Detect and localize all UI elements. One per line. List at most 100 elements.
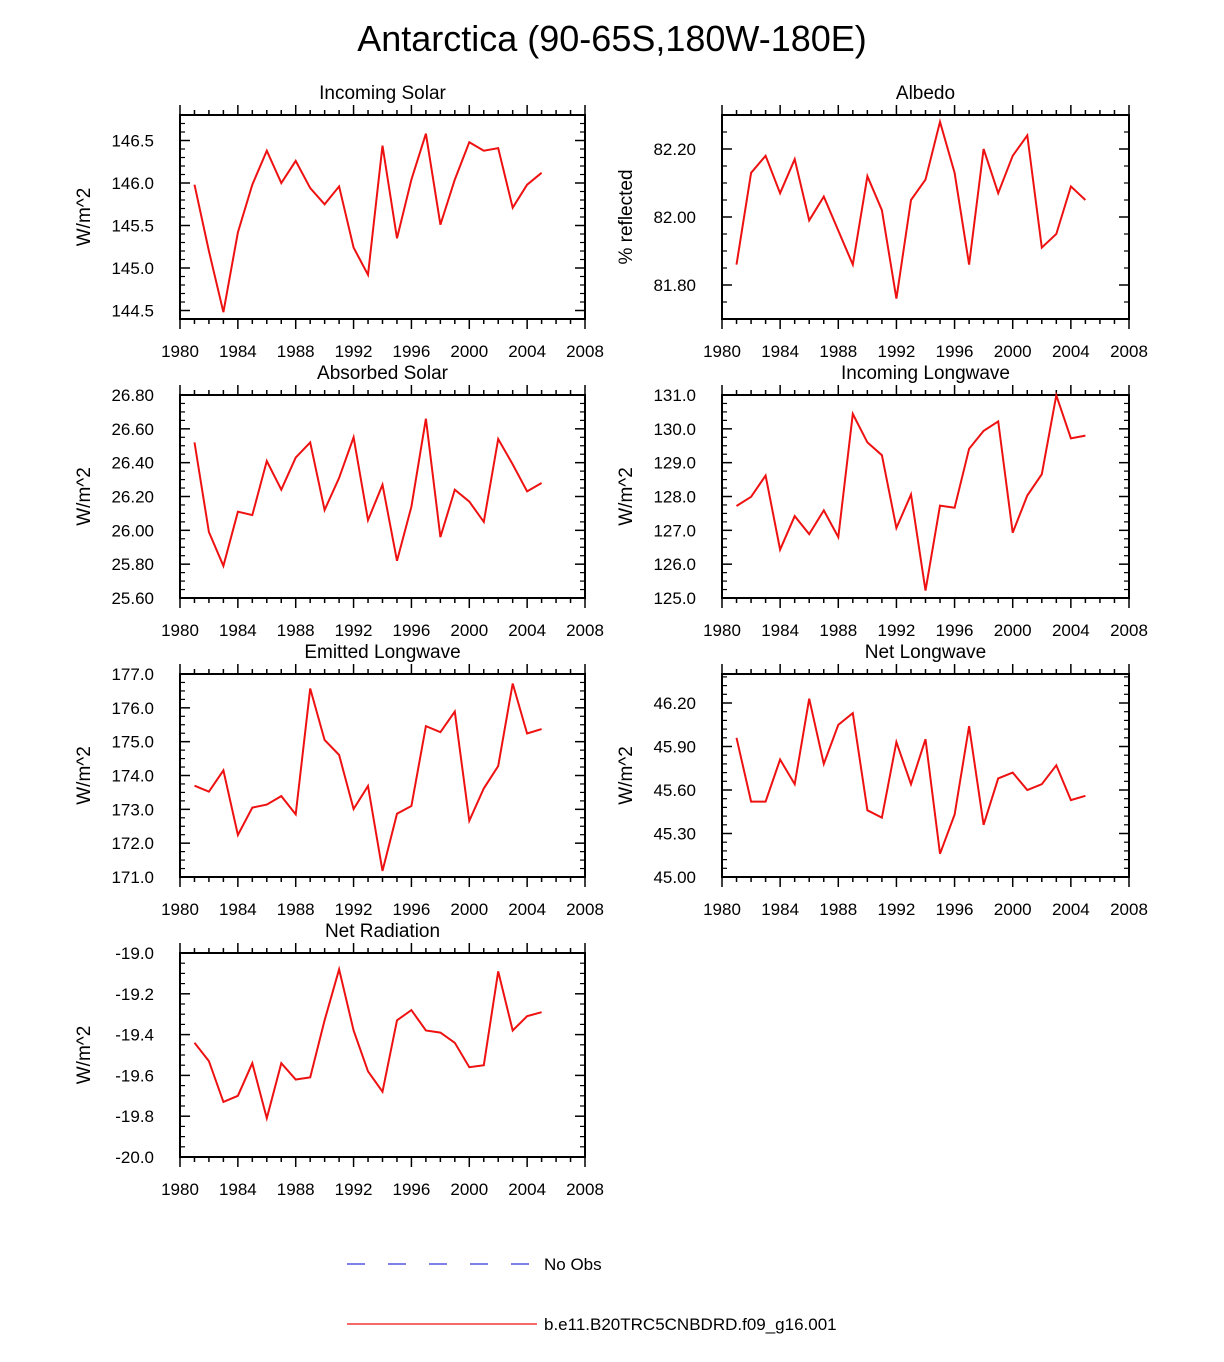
data-point	[778, 758, 782, 762]
data-point	[192, 440, 196, 444]
x-tick-label: 1992	[878, 621, 916, 640]
series-line	[193, 133, 543, 313]
chart-panel: 1980 1984 1988 1992 1996 2000 2004 2008 81.80 82.…	[616, 83, 1148, 361]
data-point	[265, 459, 269, 463]
series-line	[194, 683, 542, 872]
y-tick-label: 130.0	[653, 420, 696, 439]
data-point	[467, 1065, 471, 1069]
data-point	[352, 1029, 356, 1033]
chart-title: Absorbed Solar	[317, 363, 449, 384]
chart-title: Net Radiation	[325, 921, 440, 942]
data-point	[1069, 798, 1073, 802]
x-tick-label: 1984	[761, 900, 799, 919]
data-point	[323, 202, 327, 206]
x-tick-label: 1996	[393, 621, 431, 640]
data-point	[1040, 782, 1044, 786]
data-point	[308, 186, 312, 190]
legend-model-label: b.e11.B20TRC5CNBDRD.f09_g16.001	[544, 1315, 837, 1334]
data-point	[996, 419, 1000, 423]
data-point	[938, 504, 942, 508]
x-tick-label: 1996	[393, 1180, 431, 1199]
x-tick-label: 1988	[819, 342, 857, 361]
data-point	[366, 273, 370, 277]
data-point	[438, 535, 442, 539]
x-tick-label: 2004	[1052, 900, 1090, 919]
x-tick-label: 2004	[508, 900, 546, 919]
data-point	[807, 697, 811, 701]
data-point	[1054, 232, 1058, 236]
data-point	[1040, 246, 1044, 250]
data-point	[909, 782, 913, 786]
data-point	[409, 804, 413, 808]
x-tick-label: 2008	[566, 1180, 604, 1199]
x-tick-label: 1992	[335, 342, 373, 361]
data-point	[525, 732, 529, 736]
data-point	[207, 790, 211, 794]
y-axis-label: W/m^2	[74, 1026, 95, 1085]
y-tick-label: -19.8	[115, 1107, 154, 1126]
y-tick-label: 45.30	[653, 825, 696, 844]
data-point	[807, 218, 811, 222]
x-tick-label: 1980	[161, 621, 199, 640]
data-point	[207, 249, 211, 253]
y-tick-label: 26.80	[111, 386, 154, 405]
y-tick-label: 26.20	[111, 488, 154, 507]
data-point	[749, 171, 753, 175]
data-point	[192, 784, 196, 788]
series-line	[735, 698, 1086, 855]
data-point	[1011, 154, 1015, 158]
series-line	[193, 418, 543, 569]
y-tick-label: 82.00	[653, 208, 696, 227]
data-point	[381, 1090, 385, 1094]
data-point	[764, 800, 768, 804]
x-tick-label: 1984	[219, 342, 257, 361]
y-tick-label: 25.80	[111, 555, 154, 574]
data-point	[996, 776, 1000, 780]
x-tick-label: 2008	[1110, 621, 1148, 640]
x-tick-label: 2008	[1110, 900, 1148, 919]
data-point	[496, 437, 500, 441]
data-point	[438, 223, 442, 227]
y-axis-label: W/m^2	[74, 467, 95, 526]
y-tick-label: 45.00	[653, 868, 696, 887]
y-tick-label: 125.0	[653, 589, 696, 608]
data-point	[525, 1014, 529, 1018]
data-point	[851, 263, 855, 267]
x-tick-label: 2000	[450, 1180, 488, 1199]
y-tick-label: 129.0	[653, 454, 696, 473]
data-point	[221, 768, 225, 772]
data-point	[352, 246, 356, 250]
x-tick-label: 2004	[508, 621, 546, 640]
data-point	[294, 456, 298, 460]
data-point	[807, 532, 811, 536]
x-tick-label: 1988	[277, 900, 315, 919]
data-point	[894, 740, 898, 744]
x-tick-label: 2000	[994, 900, 1032, 919]
y-tick-label: 127.0	[653, 521, 696, 540]
data-point	[1083, 794, 1087, 798]
x-tick-label: 2000	[994, 621, 1032, 640]
y-tick-label: 45.60	[653, 781, 696, 800]
data-point	[438, 730, 442, 734]
chart-title: Incoming Solar	[319, 83, 446, 104]
series-line	[193, 965, 542, 1123]
data-point	[337, 476, 341, 480]
page-title: Antarctica (90-65S,180W-180E)	[357, 18, 867, 59]
data-point	[236, 833, 240, 837]
data-point	[1025, 493, 1029, 497]
data-point	[482, 786, 486, 790]
y-tick-label: 26.00	[111, 521, 154, 540]
x-tick-label: 1988	[277, 621, 315, 640]
data-point	[1011, 771, 1015, 775]
data-point	[453, 178, 457, 182]
data-point	[467, 500, 471, 504]
data-point	[438, 1031, 442, 1035]
x-tick-label: 1984	[761, 621, 799, 640]
data-point	[793, 782, 797, 786]
data-point	[294, 159, 298, 163]
data-point	[1025, 788, 1029, 792]
data-point	[865, 174, 869, 178]
x-tick-label: 2004	[1052, 342, 1090, 361]
data-point	[250, 513, 254, 517]
x-tick-label: 1988	[277, 1180, 315, 1199]
